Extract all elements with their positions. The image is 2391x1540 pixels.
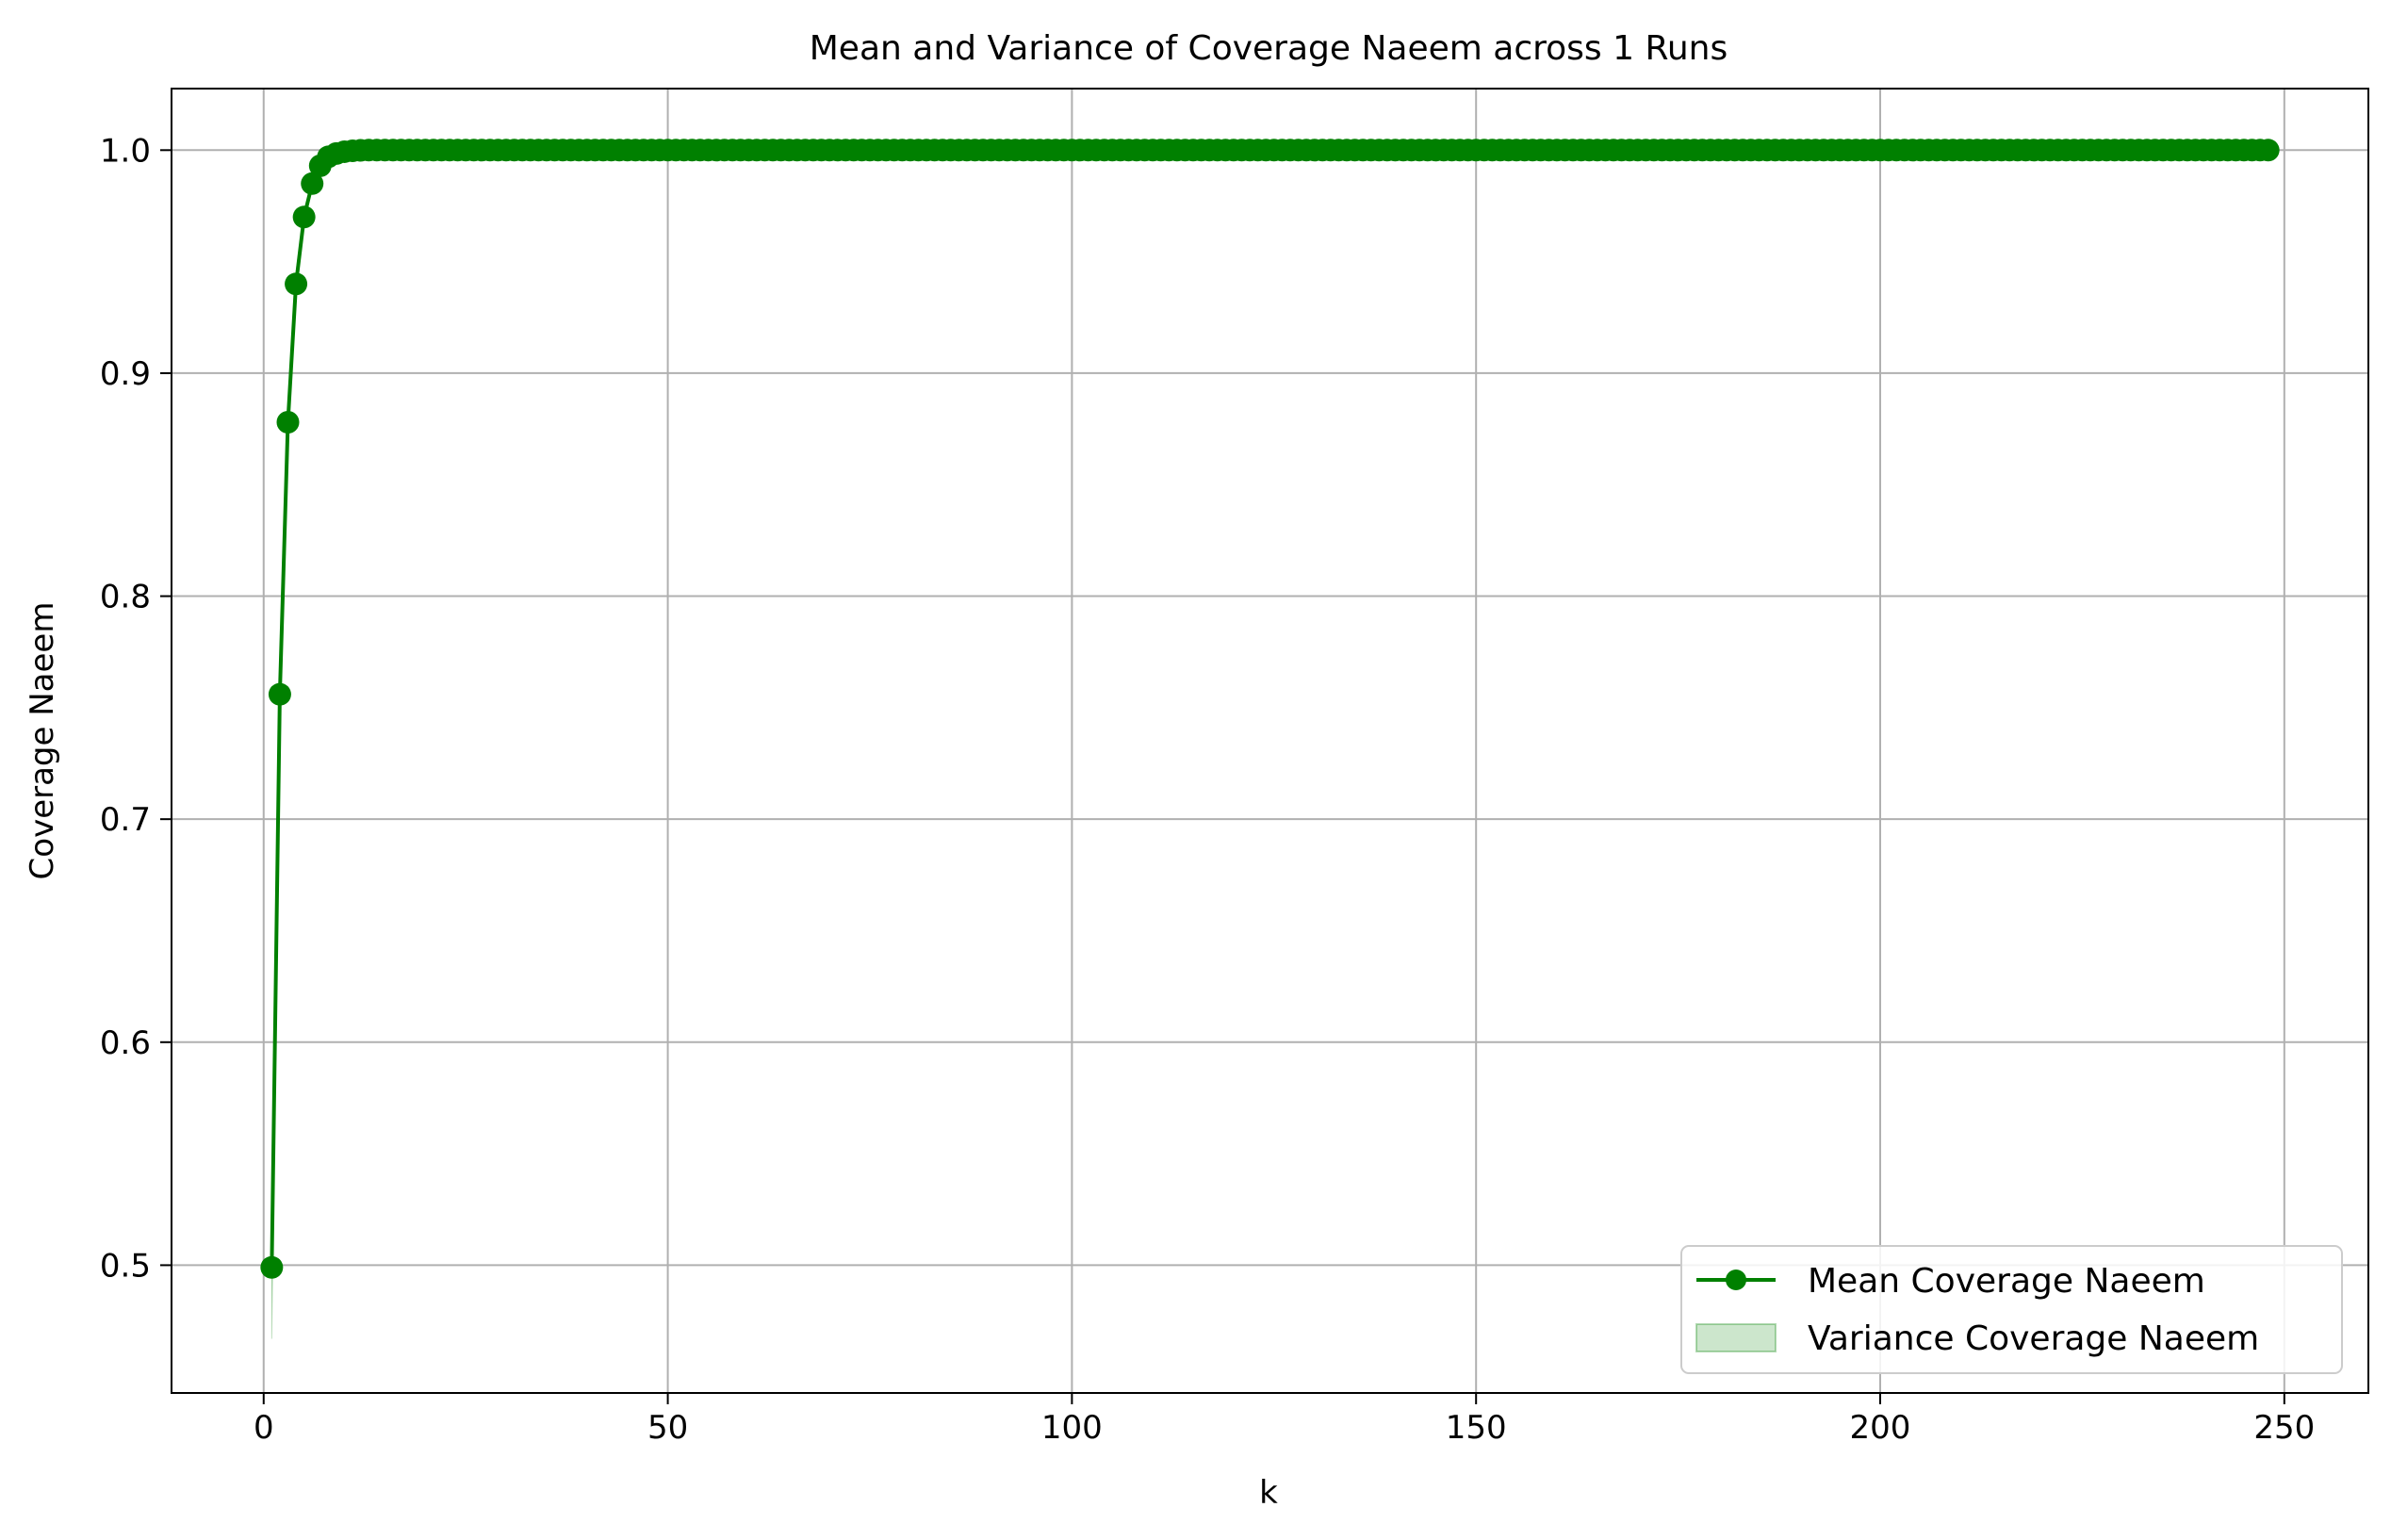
y-axis-ticks: 0.5 0.6 0.7 0.8 0.9 1.0 (100, 132, 172, 1285)
x-axis-ticks: 0 50 100 150 200 250 (254, 1393, 2315, 1447)
y-tick-label: 0.8 (100, 579, 151, 616)
y-tick-label: 0.7 (100, 801, 151, 839)
x-tick-label: 0 (254, 1409, 274, 1447)
legend-band-swatch (1695, 1323, 1777, 1352)
x-tick-label: 200 (1850, 1409, 1911, 1447)
legend-box (1680, 1245, 2343, 1374)
mean-marker (285, 272, 308, 296)
mean-series (260, 139, 2280, 1279)
x-tick-label: 50 (647, 1409, 688, 1447)
mean-marker (260, 1255, 284, 1279)
mean-marker (2256, 139, 2280, 162)
x-axis-label: k (1259, 1474, 1278, 1512)
mean-marker (268, 682, 291, 706)
mean-marker (301, 172, 324, 195)
legend-label-variance: Variance Coverage Naeem (1808, 1319, 2259, 1358)
y-axis-label: Coverage Naeem (24, 602, 61, 880)
x-tick-label: 150 (1446, 1409, 1507, 1447)
legend: Mean Coverage Naeem Variance Coverage Na… (1680, 1245, 2343, 1374)
plot-frame (171, 88, 2369, 1394)
x-tick-label: 100 (1041, 1409, 1103, 1447)
y-tick-label: 0.6 (100, 1024, 151, 1062)
mean-marker (276, 410, 300, 434)
y-tick-label: 0.9 (100, 355, 151, 393)
legend-label-mean: Mean Coverage Naeem (1808, 1262, 2205, 1301)
legend-marker-swatch (1726, 1270, 1746, 1290)
y-tick-label: 0.5 (100, 1247, 151, 1285)
chart-title: Mean and Variance of Coverage Naeem acro… (810, 29, 1728, 68)
mean-marker (292, 205, 316, 229)
x-tick-label: 250 (2253, 1409, 2315, 1447)
y-tick-label: 1.0 (100, 132, 151, 170)
